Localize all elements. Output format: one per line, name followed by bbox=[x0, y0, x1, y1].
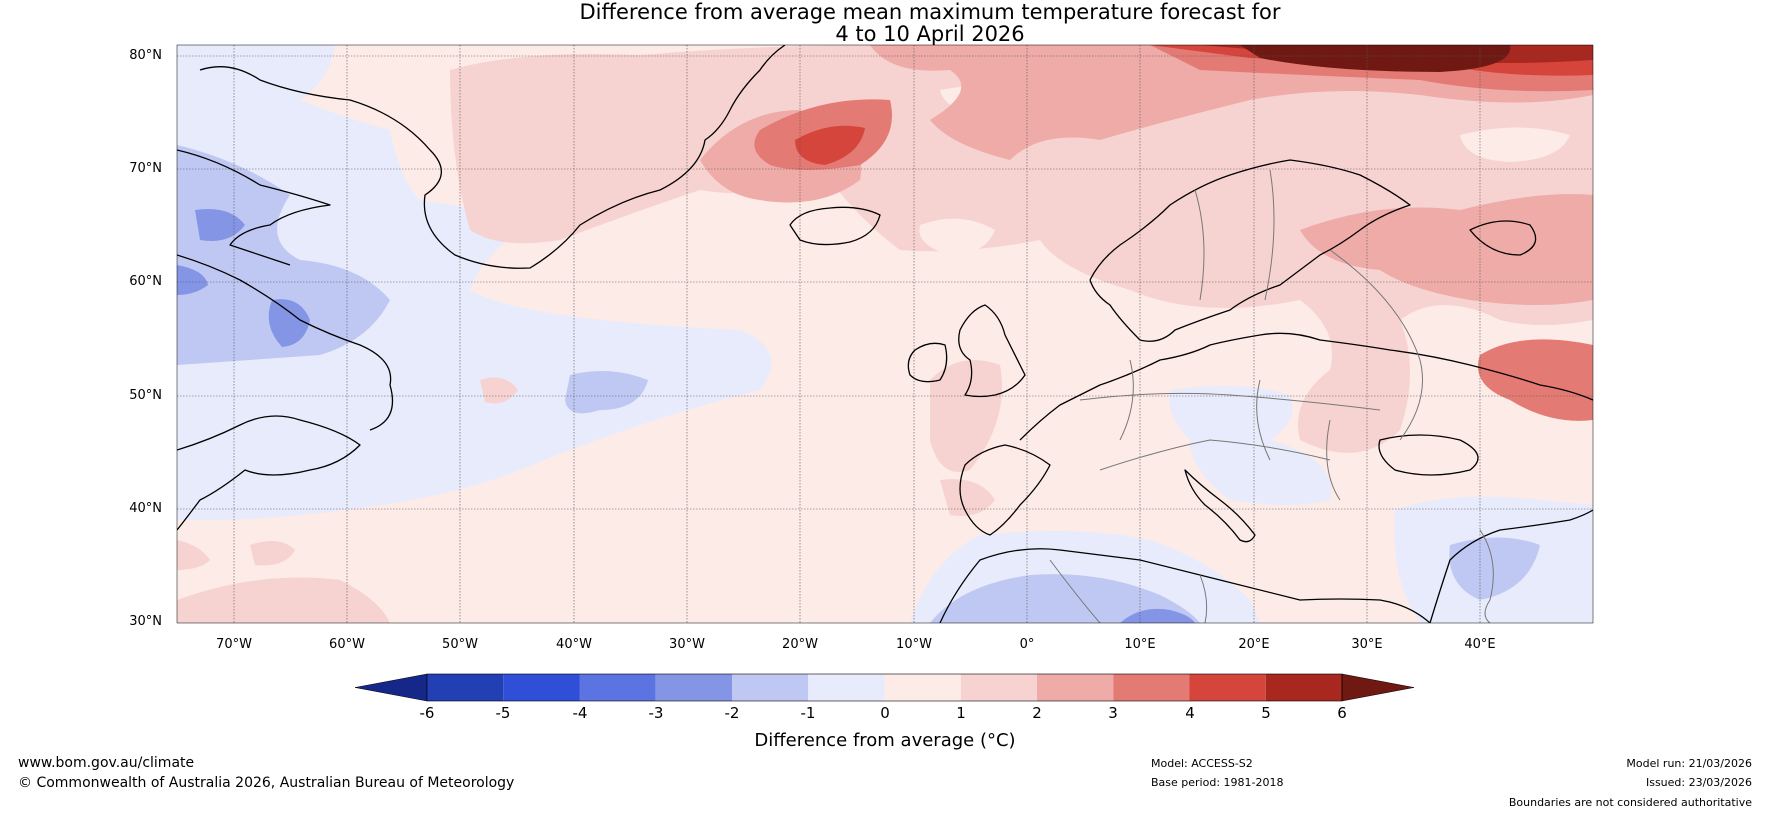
coastline-labrador bbox=[177, 254, 394, 431]
website-link[interactable]: www.bom.gov.au/climate bbox=[18, 755, 195, 771]
coastline-blacksea bbox=[1378, 434, 1479, 476]
anomaly-region bbox=[1449, 537, 1540, 600]
lat-label-80n: 80°N bbox=[129, 48, 162, 63]
lon-label-0: 0° bbox=[1019, 637, 1035, 652]
coastline-iceland bbox=[789, 206, 881, 246]
colorbar-tick-label: -4 bbox=[572, 704, 588, 722]
coastline-northafrica bbox=[939, 548, 1431, 623]
model-name: Model: ACCESS-S2 bbox=[1151, 757, 1253, 770]
colorbar-segment bbox=[1265, 674, 1342, 701]
coastline-britain bbox=[958, 304, 1026, 398]
chart-title-line-2: 4 to 10 April 2026 bbox=[835, 22, 1025, 46]
lon-label-40e: 40°E bbox=[1464, 637, 1496, 652]
colorbar-segment bbox=[808, 674, 885, 701]
anomaly-region bbox=[565, 371, 648, 414]
anomaly-region bbox=[177, 145, 390, 365]
colorbar-tick-label: -1 bbox=[800, 704, 816, 722]
anomaly-region bbox=[177, 540, 210, 570]
colorbar-segment bbox=[503, 674, 580, 701]
colorbar-tick-label: -3 bbox=[648, 704, 664, 722]
anomaly-region bbox=[940, 479, 995, 516]
coastline-baffin bbox=[177, 149, 331, 266]
anomaly-field bbox=[177, 45, 1593, 623]
anomaly-region bbox=[1169, 386, 1332, 505]
colorbar-tick-label: 3 bbox=[1108, 704, 1118, 722]
colorbar-segment bbox=[960, 674, 1037, 701]
colorbar-tick-label: 5 bbox=[1261, 704, 1271, 722]
lon-label-30w: 30°W bbox=[669, 637, 705, 652]
anomaly-region bbox=[1120, 608, 1195, 623]
coastline-canada bbox=[177, 415, 361, 531]
anomaly-region bbox=[268, 299, 310, 347]
graticule bbox=[177, 45, 1593, 623]
colorbar-segment bbox=[655, 674, 732, 701]
lon-label-20e: 20°E bbox=[1238, 637, 1270, 652]
coastline-whitesea bbox=[1469, 220, 1537, 256]
lat-label-30n: 30°N bbox=[129, 614, 162, 629]
colorbar-segment bbox=[1037, 674, 1114, 701]
lat-label-40n: 40°N bbox=[129, 501, 162, 516]
base-period: Base period: 1981-2018 bbox=[1151, 776, 1284, 789]
issued-date: Issued: 23/03/2026 bbox=[1645, 776, 1752, 789]
anomaly-region bbox=[480, 377, 518, 404]
anomaly-region bbox=[177, 577, 390, 623]
anomaly-region bbox=[250, 541, 295, 566]
anomaly-region bbox=[195, 209, 245, 241]
coastline-iberia bbox=[959, 444, 1051, 536]
coastline-europe bbox=[1019, 332, 1593, 441]
anomaly-region bbox=[919, 218, 995, 255]
colorbar-tick-label: 2 bbox=[1032, 704, 1042, 722]
lon-label-10w: 10°W bbox=[896, 637, 932, 652]
lon-label-60w: 60°W bbox=[329, 637, 365, 652]
lon-label-70w: 70°W bbox=[216, 637, 252, 652]
lon-label-20w: 20°W bbox=[782, 637, 818, 652]
lon-label-10e: 10°E bbox=[1124, 637, 1156, 652]
anomaly-region bbox=[1478, 339, 1593, 421]
lat-label-60n: 60°N bbox=[129, 274, 162, 289]
lat-label-50n: 50°N bbox=[129, 388, 162, 403]
colorbar-tick-label: -5 bbox=[495, 704, 511, 722]
coastline-middleeast bbox=[1429, 509, 1593, 623]
anomaly-region bbox=[930, 574, 1200, 623]
colorbar-segment bbox=[732, 674, 809, 701]
anomaly-region bbox=[1460, 127, 1570, 162]
map-frame bbox=[176, 44, 1594, 624]
lon-label-40w: 40°W bbox=[556, 637, 592, 652]
colorbar-tick-label: 4 bbox=[1185, 704, 1195, 722]
lat-label-70n: 70°N bbox=[129, 161, 162, 176]
colorbar-segment bbox=[1113, 674, 1190, 701]
lon-label-50w: 50°W bbox=[442, 637, 478, 652]
colorbar-tick-label: -6 bbox=[419, 704, 435, 722]
coastline-scandinavia bbox=[1089, 159, 1411, 342]
colorbar-frame bbox=[426, 673, 1343, 702]
anomaly-region bbox=[177, 265, 208, 295]
colorbar bbox=[354, 673, 1415, 702]
colorbar-extend-low bbox=[354, 673, 428, 702]
coastline-greenland bbox=[199, 45, 786, 269]
anomaly-region bbox=[930, 360, 1002, 472]
colorbar-tick-label: 0 bbox=[880, 704, 890, 722]
colorbar-segment bbox=[1189, 674, 1266, 701]
copyright-text: © Commonwealth of Australia 2026, Austra… bbox=[18, 775, 515, 791]
coastlines bbox=[177, 45, 1593, 623]
colorbar-tick-label: 6 bbox=[1337, 704, 1347, 722]
colorbar-extend-high bbox=[1341, 673, 1415, 702]
anomaly-region bbox=[1240, 45, 1511, 72]
boundaries-disclaimer: Boundaries are not considered authoritat… bbox=[1508, 796, 1752, 809]
chart-title-line-1: Difference from average mean maximum tem… bbox=[579, 0, 1281, 24]
colorbar-segment bbox=[884, 674, 961, 701]
colorbar-segment bbox=[427, 674, 504, 701]
coastline-italy bbox=[1184, 469, 1256, 543]
model-run-date: Model run: 21/03/2026 bbox=[1626, 757, 1752, 770]
colorbar-tick-label: -2 bbox=[724, 704, 740, 722]
colorbar-label: Difference from average (°C) bbox=[754, 730, 1016, 751]
colorbar-segment bbox=[579, 674, 656, 701]
colorbar-tick-label: 1 bbox=[956, 704, 966, 722]
lon-label-30e: 30°E bbox=[1351, 637, 1383, 652]
country-borders bbox=[1049, 169, 1494, 623]
anomaly-region bbox=[795, 125, 865, 165]
coastline-ireland bbox=[907, 342, 948, 383]
